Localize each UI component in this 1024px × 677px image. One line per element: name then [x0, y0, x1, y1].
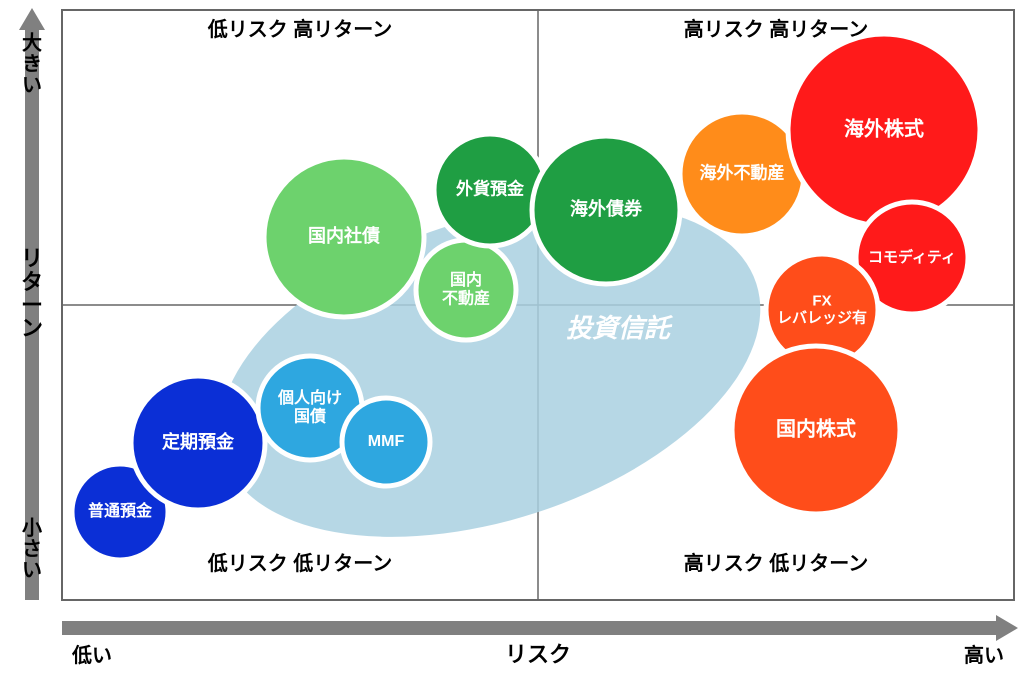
- svg-text:国内社債: 国内社債: [308, 225, 380, 246]
- y-axis-title: リターン: [21, 246, 43, 340]
- svg-text:い: い: [22, 74, 42, 96]
- svg-text:大: 大: [22, 31, 42, 54]
- svg-text:国債: 国債: [294, 406, 326, 425]
- bubble-foreign-reit: 海外不動産: [680, 112, 804, 236]
- risk-return-bubble-chart: 大きいリターン小さい低いリスク高い低リスク 高リターン高リスク 高リターン低リス…: [0, 0, 1024, 677]
- quadrant-label-bl: 低リスク 低リターン: [207, 551, 393, 575]
- y-axis-high-label: 大きい: [22, 31, 42, 96]
- bubble-mmf: MMF: [342, 398, 430, 486]
- svg-text:レバレッジ有: レバレッジ有: [777, 309, 867, 327]
- svg-text:さ: さ: [22, 537, 42, 560]
- bubble-ordinary-deposit-label: 普通預金: [88, 501, 153, 520]
- bubble-time-deposit: 定期預金: [131, 376, 265, 510]
- x-axis-high-label: 高い: [964, 643, 1004, 667]
- bubble-domestic-corp-bond: 国内社債: [264, 157, 424, 317]
- svg-text:コモディティ: コモディティ: [868, 248, 956, 266]
- svg-text:ー: ー: [21, 292, 43, 317]
- investment-trust-label: 投資信託: [566, 313, 674, 343]
- quadrant-label-tl: 低リスク 高リターン: [207, 17, 393, 41]
- svg-text:海外債券: 海外債券: [570, 198, 643, 219]
- bubble-foreign-bond-label: 海外債券: [570, 198, 643, 219]
- x-axis-title: リスク: [505, 642, 571, 667]
- svg-text:海外株式: 海外株式: [844, 116, 924, 140]
- bubble-foreign-deposit-label: 外貨預金: [456, 178, 525, 198]
- bubble-foreign-equity: 海外株式: [788, 34, 980, 226]
- bubble-domestic-equity: 国内株式: [732, 346, 900, 514]
- bubble-mmf-label: MMF: [368, 433, 405, 450]
- x-axis-low-label: 低い: [71, 643, 112, 667]
- svg-text:FX: FX: [812, 292, 831, 309]
- svg-text:国内株式: 国内株式: [776, 416, 856, 440]
- bubble-domestic-equity-label: 国内株式: [776, 416, 856, 440]
- bubble-foreign-deposit: 外貨預金: [434, 134, 546, 246]
- svg-text:定期預金: 定期預金: [162, 431, 235, 452]
- bubble-time-deposit-label: 定期預金: [162, 431, 235, 452]
- y-axis-low-label: 小さい: [22, 516, 42, 581]
- svg-text:不動産: 不動産: [442, 288, 490, 307]
- svg-text:国内: 国内: [450, 270, 482, 289]
- svg-text:普通預金: 普通預金: [88, 501, 153, 520]
- bubble-foreign-equity-label: 海外株式: [844, 116, 924, 140]
- svg-text:き: き: [22, 52, 42, 75]
- svg-text:い: い: [22, 559, 42, 581]
- bubble-domestic-reit: 国内不動産: [416, 240, 516, 340]
- svg-text:個人向け: 個人向け: [277, 388, 342, 407]
- svg-text:小: 小: [22, 516, 42, 539]
- bubble-commodity-label: コモディティ: [868, 248, 956, 266]
- quadrant-label-br: 高リスク 低リターン: [684, 551, 869, 575]
- svg-text:リ: リ: [21, 246, 43, 271]
- svg-text:ン: ン: [21, 315, 43, 340]
- svg-text:外貨預金: 外貨預金: [456, 178, 525, 198]
- svg-text:MMF: MMF: [368, 433, 405, 450]
- svg-text:海外不動産: 海外不動産: [700, 162, 785, 182]
- bubble-domestic-corp-bond-label: 国内社債: [308, 225, 380, 246]
- quadrant-label-tr: 高リスク 高リターン: [684, 17, 869, 41]
- svg-text:タ: タ: [21, 269, 43, 294]
- chart-container: 大きいリターン小さい低いリスク高い低リスク 高リターン高リスク 高リターン低リス…: [0, 0, 1024, 677]
- bubble-foreign-reit-label: 海外不動産: [700, 162, 785, 182]
- bubble-foreign-bond: 海外債券: [532, 136, 680, 284]
